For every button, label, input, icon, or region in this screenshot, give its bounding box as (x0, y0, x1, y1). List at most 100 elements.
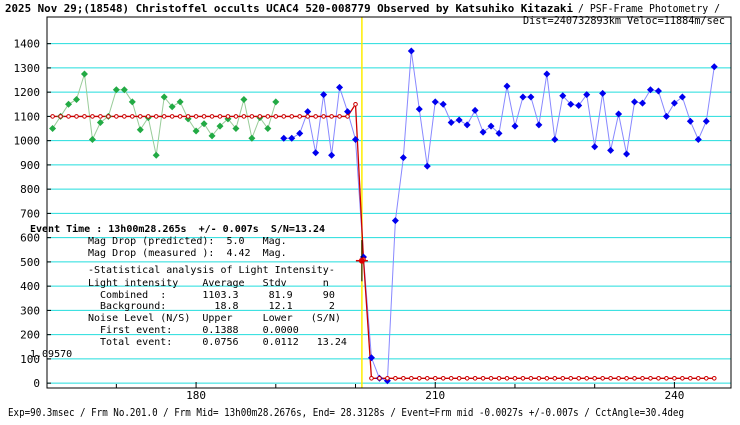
data-point (320, 91, 328, 99)
data-point (391, 217, 399, 225)
data-point (463, 121, 471, 129)
data-point (576, 376, 582, 381)
data-point (544, 376, 550, 381)
data-point (440, 376, 446, 381)
data-point (369, 376, 374, 381)
data-point (281, 114, 287, 119)
data-point (399, 154, 407, 162)
plot-area: 0 100 200 300 400 500 600 700 800 900 1000 1100 1200… (14, 16, 732, 402)
data-point (176, 98, 184, 106)
data-point (328, 151, 336, 159)
data-point (168, 103, 176, 111)
data-point (288, 134, 296, 142)
data-point (385, 376, 390, 381)
data-point (615, 110, 623, 118)
data-point (711, 376, 717, 381)
data-point (599, 89, 607, 97)
data-point (551, 135, 559, 143)
data-point (631, 98, 639, 106)
data-point (345, 114, 350, 119)
data-point (88, 135, 96, 143)
data-point (353, 101, 358, 107)
data-point (305, 114, 310, 119)
data-point (66, 114, 71, 119)
data-point (313, 114, 318, 119)
data-point (471, 106, 479, 114)
data-point (480, 376, 486, 381)
data-point (654, 87, 662, 95)
data-point (559, 92, 567, 100)
y-tick-label: 600 (20, 232, 40, 245)
data-point (329, 114, 334, 119)
data-point (464, 376, 470, 381)
data-point (639, 99, 647, 107)
data-point (504, 376, 510, 381)
data-point (703, 376, 709, 381)
data-point (401, 376, 406, 381)
data-point (607, 146, 615, 154)
data-point (265, 114, 271, 119)
data-point (416, 376, 422, 381)
data-point (656, 376, 661, 381)
y-tick-label: 400 (20, 280, 40, 293)
data-point (512, 376, 518, 381)
data-point (447, 118, 455, 126)
data-point (209, 114, 215, 119)
data-point (98, 114, 103, 119)
data-point (455, 116, 463, 124)
data-point (680, 376, 685, 381)
annotation: -Statistical analysis of Light Intensity… (88, 265, 335, 276)
data-point (592, 376, 597, 381)
chart-title: 2025 Nov 29;(18548) Christoffel occults … (5, 2, 573, 15)
data-point (58, 114, 63, 119)
data-point (407, 47, 415, 55)
data-point (74, 114, 79, 119)
data-point (65, 100, 73, 108)
data-point (90, 114, 95, 119)
data-point (535, 121, 543, 129)
plot-frame (46, 16, 732, 389)
data-point (503, 82, 511, 90)
data-point (50, 114, 55, 119)
data-point (337, 114, 342, 119)
data-point (248, 134, 256, 142)
chart-subtitle: / PSF-Frame Photometry / (578, 2, 720, 15)
y-tick-label: 0 (33, 377, 40, 390)
data-point (432, 376, 438, 381)
data-point (192, 127, 200, 135)
data-point (686, 117, 694, 125)
data-point (702, 117, 710, 125)
data-point (552, 376, 558, 381)
data-point (616, 376, 621, 381)
data-point (289, 114, 295, 119)
data-point (96, 118, 104, 126)
data-point (511, 122, 519, 130)
data-point (696, 376, 701, 381)
data-point (193, 114, 199, 119)
data-point (312, 149, 320, 157)
data-point (336, 83, 344, 91)
data-point (217, 114, 223, 119)
x-tick-label: 210 (425, 389, 445, 402)
data-point (519, 93, 527, 101)
annotation: Light intensity Average Stdv n (88, 278, 329, 289)
data-point (479, 128, 487, 136)
data-point (439, 100, 447, 108)
data-point (240, 95, 248, 103)
data-point (528, 376, 534, 381)
footer: Exp=90.3msec / Frm No.201.0 / Frm Mid= 1… (8, 406, 684, 419)
data-point (415, 105, 423, 113)
data-point (216, 122, 224, 130)
y-tick-label: 700 (20, 207, 40, 220)
data-point (128, 98, 136, 106)
data-point (136, 126, 144, 134)
data-point (161, 114, 167, 119)
data-point (233, 114, 239, 119)
data-point (488, 376, 494, 381)
data-point (137, 114, 143, 119)
data-point (80, 70, 88, 78)
data-point (49, 125, 57, 133)
data-point (448, 376, 454, 381)
data-point (130, 114, 135, 119)
data-point (114, 114, 119, 119)
